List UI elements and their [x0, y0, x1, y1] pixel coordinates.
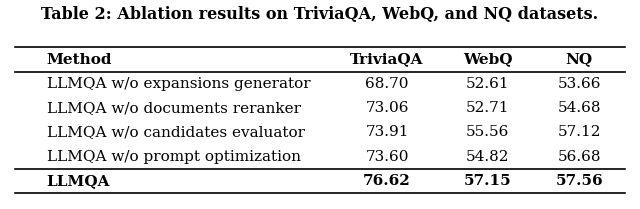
Text: Table 2: Ablation results on TriviaQA, WebQ, and NQ datasets.: Table 2: Ablation results on TriviaQA, W… — [42, 6, 598, 23]
